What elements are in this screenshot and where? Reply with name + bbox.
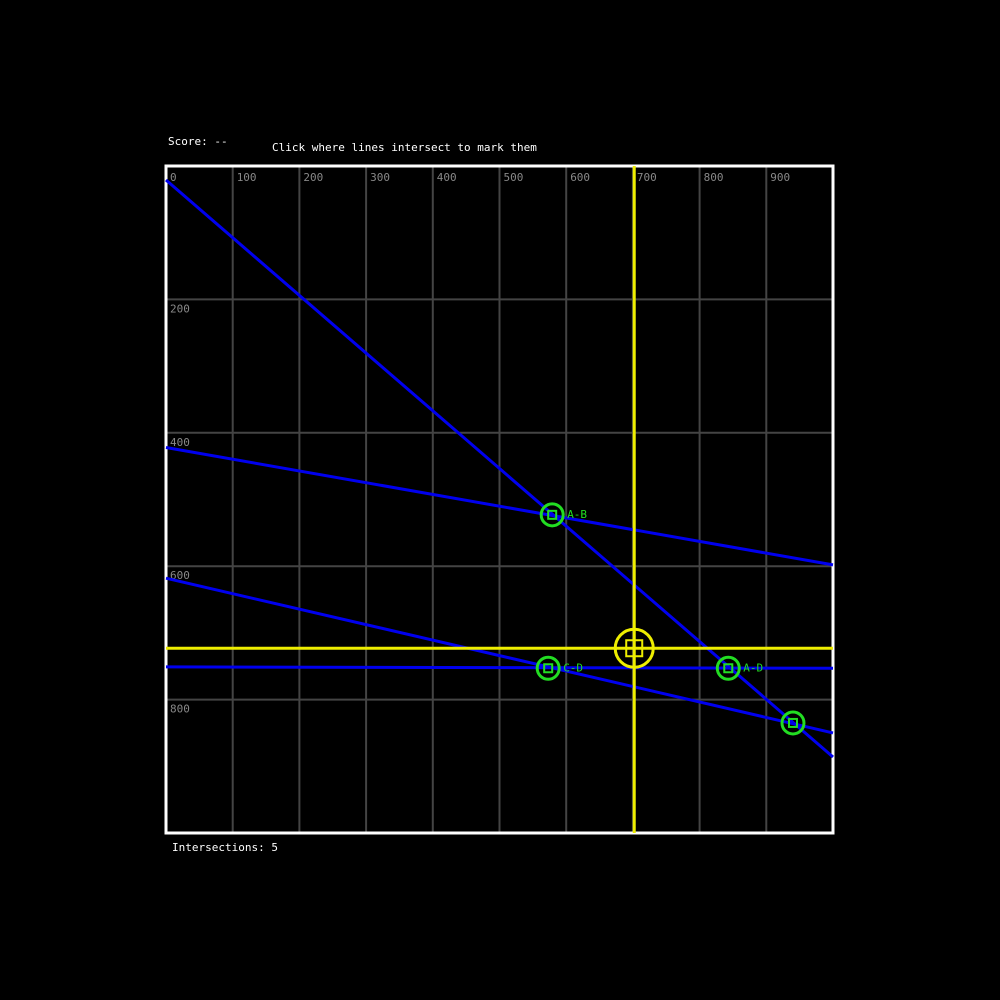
intersection [715,655,741,681]
status: Intersections: 5 [172,841,278,854]
y-tick-label: 800 [170,703,190,716]
line [165,665,834,670]
x-tick-label: 200 [303,171,323,184]
x-tick-label: 400 [437,171,457,184]
x-tick-label: 900 [770,171,790,184]
x-tick-label: 600 [570,171,590,184]
y-tick-label: 400 [170,436,190,449]
title: Score: -- [168,135,228,148]
plot-frame [164,164,835,835]
intersection-label: A-D [743,661,763,674]
cursor-ring [613,627,655,669]
intersection-box [547,509,558,520]
line [165,576,834,735]
intersection-label: A-B [567,508,587,521]
intersection [535,655,561,681]
intersection-box [543,663,554,674]
x-tick-label: 500 [504,171,524,184]
x-tick-label: 300 [370,171,390,184]
intersection [780,710,806,736]
cursor-box [625,639,644,658]
intersection [539,502,565,528]
y-tick-label: 200 [170,302,190,315]
intersection-label: C-D [563,661,583,674]
subtitle: Click where lines intersect to mark them [272,141,537,154]
line [165,445,834,567]
x-tick-label: 700 [637,171,657,184]
x-tick-label: 100 [237,171,257,184]
intersection-box [787,717,798,728]
intersection-box [723,663,734,674]
x-tick-label: 0 [170,171,177,184]
x-tick-label: 800 [704,171,724,184]
